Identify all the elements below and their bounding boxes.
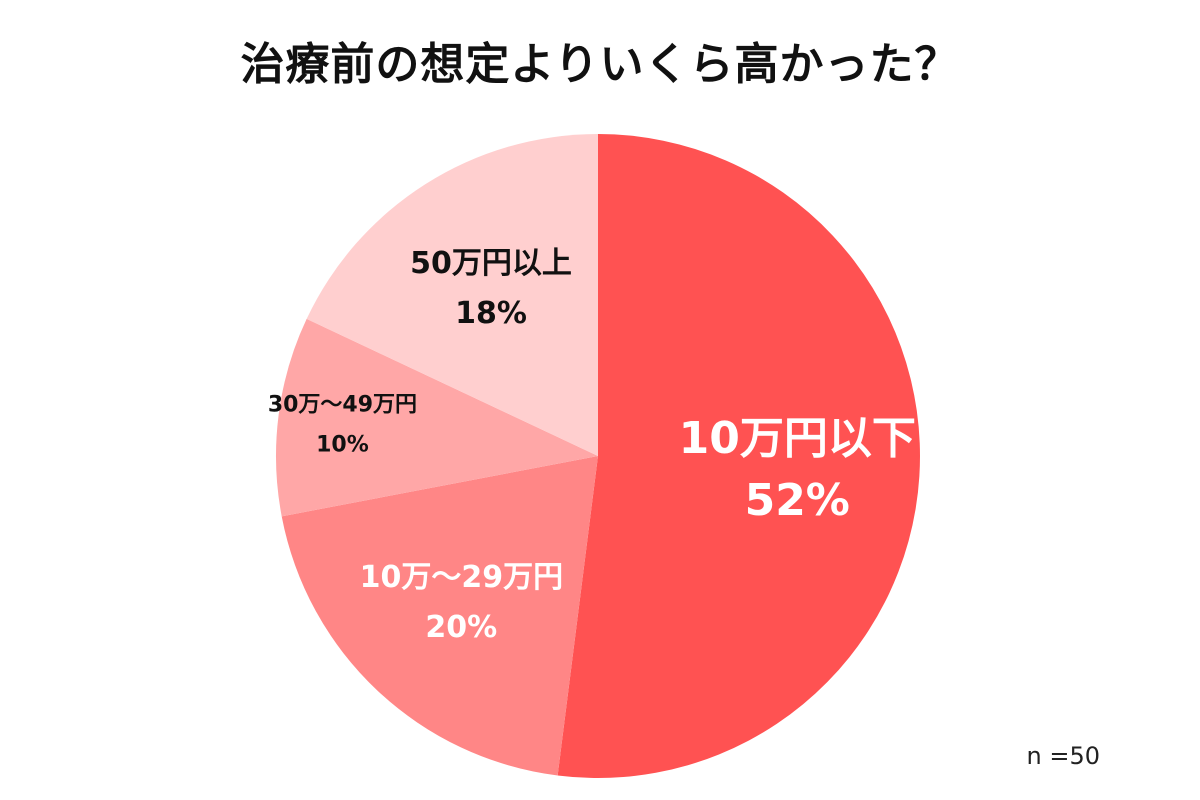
pie-slice <box>275 318 598 517</box>
slice-percent-label: 10% <box>316 432 369 457</box>
slice-category-label: 50万円以上 <box>410 246 572 281</box>
slice-percent-label: 18% <box>455 296 527 331</box>
sample-size-label: n =50 <box>1026 742 1101 770</box>
slice-percent-label: 52% <box>745 475 850 526</box>
slice-category-label: 10万円以下 <box>679 413 916 464</box>
pie-slice <box>306 134 598 456</box>
pie-slice <box>281 456 598 776</box>
pie-slice <box>557 134 920 778</box>
slice-category-label: 10万〜29万円 <box>360 560 564 595</box>
slice-category-label: 30万〜49万円 <box>268 392 417 417</box>
slice-percent-label: 20% <box>425 610 497 645</box>
chart-title: 治療前の想定よりいくら高かった？ <box>240 39 960 90</box>
